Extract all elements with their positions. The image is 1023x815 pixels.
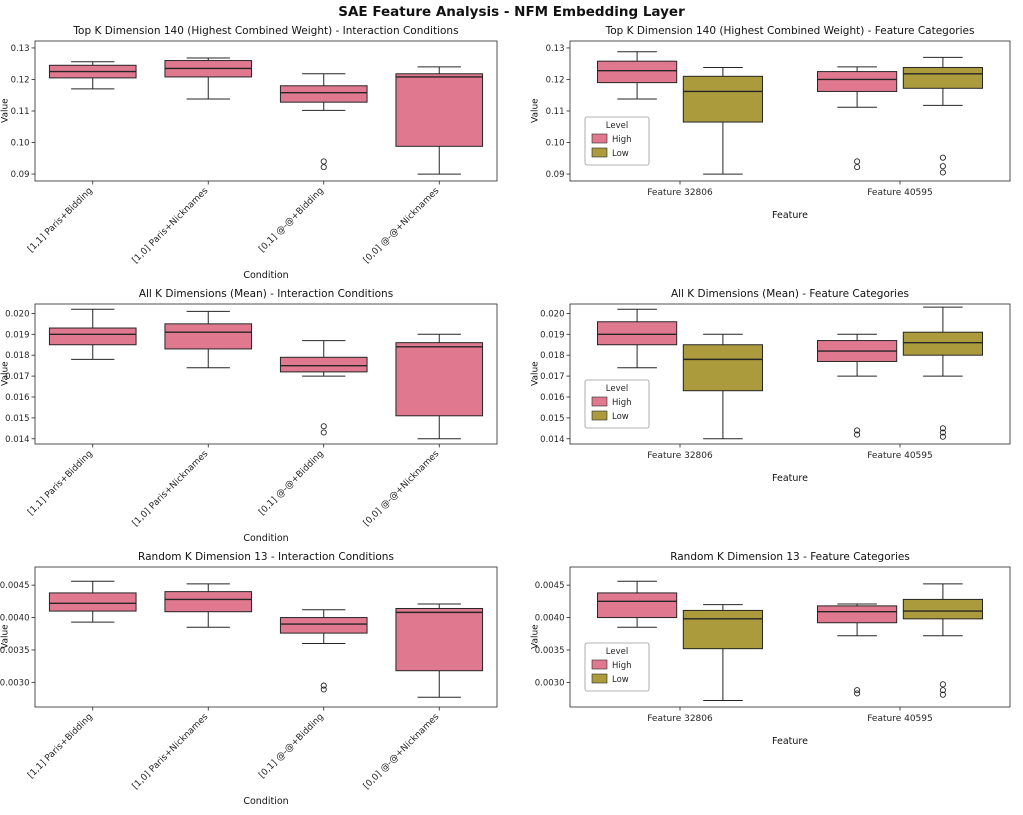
- svg-text:0.017: 0.017: [540, 372, 564, 382]
- svg-text:0.0045: 0.0045: [0, 581, 30, 591]
- y-axis-label: Value: [0, 361, 11, 387]
- subplot-grid: Top K Dimension 140 (Highest Combined We…: [0, 22, 1023, 811]
- svg-text:0.13: 0.13: [546, 44, 565, 54]
- svg-text:[1,0] Paris+Nicknames: [1,0] Paris+Nicknames: [131, 186, 211, 266]
- svg-text:0.10: 0.10: [11, 139, 30, 149]
- svg-text:0.018: 0.018: [5, 351, 29, 361]
- y-axis-label: Value: [530, 98, 541, 124]
- svg-text:[0,1] @-@+Bidding: [0,1] @-@+Bidding: [257, 449, 326, 518]
- svg-text:[0,0] @-@+Nicknames: [0,0] @-@+Nicknames: [362, 712, 442, 792]
- svg-text:Feature 32806: Feature 32806: [647, 451, 713, 461]
- legend: Level High Low: [584, 642, 650, 692]
- plot-title: Random K Dimension 13 - Interaction Cond…: [138, 551, 394, 563]
- subplot-allk-interaction: All K Dimensions (Mean) - Interaction Co…: [0, 285, 530, 548]
- y-axis-label: Value: [530, 624, 541, 650]
- plot-title: Top K Dimension 140 (Highest Combined We…: [73, 25, 459, 37]
- boxplot-canvas: 0.0030 0.0035 0.0040 0.0045 [1,1] Paris+Bidd…: [0, 566, 498, 792]
- plot-title: All K Dimensions (Mean) - Interaction Co…: [138, 288, 394, 300]
- svg-text:0.0045: 0.0045: [535, 581, 565, 591]
- svg-text:0.11: 0.11: [546, 107, 565, 117]
- legend: Level High Low: [584, 116, 650, 166]
- svg-text:0.13: 0.13: [11, 44, 30, 54]
- svg-text:[1,1] Paris+Bidding: [1,1] Paris+Bidding: [26, 186, 95, 255]
- x-axis-label: Condition: [243, 796, 289, 807]
- plot-title: Top K Dimension 140 (Highest Combined We…: [605, 25, 975, 37]
- svg-text:Level: Level: [606, 121, 628, 131]
- subplot-randomk-feature: Random K Dimension 13 - Feature Categori…: [530, 548, 1023, 811]
- svg-text:[0,0] @-@+Nicknames: [0,0] @-@+Nicknames: [362, 449, 442, 529]
- svg-text:Feature 40595: Feature 40595: [867, 188, 933, 198]
- svg-text:0.020: 0.020: [540, 309, 564, 319]
- boxplot-canvas: 0.014 0.015 0.016 0.017 0.018 0.019 0.020 Featu…: [540, 303, 1011, 461]
- svg-text:0.016: 0.016: [5, 393, 29, 403]
- svg-text:Level: Level: [606, 384, 628, 394]
- subplot-topk-interaction: Top K Dimension 140 (Highest Combined We…: [0, 22, 530, 285]
- svg-text:[1,0] Paris+Nicknames: [1,0] Paris+Nicknames: [131, 712, 211, 792]
- x-axis-label: Feature: [772, 736, 808, 747]
- x-axis-label: Condition: [243, 270, 289, 281]
- y-axis-label: Value: [0, 624, 11, 650]
- subplot-topk-feature: Top K Dimension 140 (Highest Combined We…: [530, 22, 1023, 285]
- subplot-allk-feature: All K Dimensions (Mean) - Feature Catego…: [530, 285, 1023, 548]
- svg-text:High: High: [612, 661, 632, 671]
- y-axis-label: Value: [530, 361, 541, 387]
- subplot-randomk-interaction: Random K Dimension 13 - Interaction Cond…: [0, 548, 530, 811]
- svg-text:Level: Level: [606, 647, 628, 657]
- svg-text:[1,1] Paris+Bidding: [1,1] Paris+Bidding: [26, 712, 95, 781]
- boxplot-canvas: 0.09 0.10 0.11 0.12 0.13 Feature 32806 Feature…: [546, 40, 1011, 198]
- svg-text:0.0040: 0.0040: [535, 614, 565, 624]
- svg-text:0.018: 0.018: [540, 351, 564, 361]
- svg-text:High: High: [612, 398, 632, 408]
- svg-text:0.09: 0.09: [546, 170, 565, 180]
- svg-text:0.0035: 0.0035: [535, 646, 565, 656]
- svg-text:Low: Low: [612, 149, 629, 159]
- svg-text:0.016: 0.016: [540, 393, 564, 403]
- svg-text:Feature 40595: Feature 40595: [867, 714, 933, 724]
- svg-text:0.0035: 0.0035: [0, 646, 30, 656]
- svg-text:Feature 32806: Feature 32806: [647, 714, 713, 724]
- svg-text:0.015: 0.015: [540, 414, 564, 424]
- svg-text:0.019: 0.019: [540, 330, 564, 340]
- boxplot-canvas: 0.0030 0.0035 0.0040 0.0045 Feature 32806 Fea…: [535, 566, 1011, 724]
- svg-text:[0,1] @-@+Bidding: [0,1] @-@+Bidding: [257, 712, 326, 781]
- svg-text:0.015: 0.015: [5, 414, 29, 424]
- legend: Level High Low: [584, 379, 650, 429]
- figure-title: SAE Feature Analysis - NFM Embedding Lay…: [338, 4, 685, 20]
- boxplot-canvas: 0.09 0.10 0.11 0.12 0.13 [1,1] Paris+Bidding […: [11, 40, 498, 266]
- svg-text:Feature 32806: Feature 32806: [647, 188, 713, 198]
- plot-title: Random K Dimension 13 - Feature Categori…: [670, 551, 910, 563]
- svg-text:[0,0] @-@+Nicknames: [0,0] @-@+Nicknames: [362, 186, 442, 266]
- svg-text:High: High: [612, 135, 632, 145]
- svg-text:[1,0] Paris+Nicknames: [1,0] Paris+Nicknames: [131, 449, 211, 529]
- svg-text:Low: Low: [612, 412, 629, 422]
- x-axis-label: Feature: [772, 473, 808, 484]
- svg-text:Feature 40595: Feature 40595: [867, 451, 933, 461]
- svg-text:0.12: 0.12: [11, 75, 30, 85]
- svg-text:0.0030: 0.0030: [535, 678, 565, 688]
- svg-text:[1,1] Paris+Bidding: [1,1] Paris+Bidding: [26, 449, 95, 518]
- svg-text:0.014: 0.014: [540, 435, 564, 445]
- x-axis-label: Feature: [772, 210, 808, 221]
- svg-text:0.09: 0.09: [11, 170, 30, 180]
- svg-text:0.0030: 0.0030: [0, 678, 30, 688]
- y-axis-label: Value: [0, 98, 11, 124]
- boxplot-canvas: 0.014 0.015 0.016 0.017 0.018 0.019 0.020 [1,1]…: [5, 303, 498, 529]
- svg-text:0.0040: 0.0040: [0, 614, 30, 624]
- plot-title: All K Dimensions (Mean) - Feature Catego…: [670, 288, 910, 300]
- svg-text:0.11: 0.11: [11, 107, 30, 117]
- svg-text:[0,1] @-@+Bidding: [0,1] @-@+Bidding: [257, 186, 326, 255]
- svg-text:0.019: 0.019: [5, 330, 29, 340]
- svg-text:0.020: 0.020: [5, 309, 29, 319]
- x-axis-label: Condition: [243, 533, 289, 544]
- svg-text:0.017: 0.017: [5, 372, 29, 382]
- svg-text:Low: Low: [612, 675, 629, 685]
- svg-text:0.12: 0.12: [546, 75, 565, 85]
- svg-text:0.014: 0.014: [5, 435, 29, 445]
- svg-text:0.10: 0.10: [546, 139, 565, 149]
